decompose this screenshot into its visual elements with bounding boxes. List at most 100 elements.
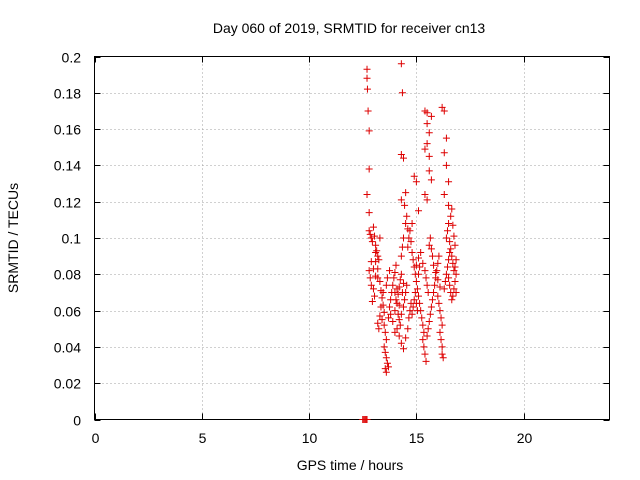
x-axis-label: GPS time / hours — [297, 457, 404, 473]
data-point — [425, 152, 433, 160]
data-point — [449, 259, 457, 267]
data-point — [391, 307, 399, 315]
data-point — [392, 261, 400, 269]
data-point — [416, 263, 424, 271]
data-point — [436, 328, 444, 336]
data-point — [412, 278, 420, 286]
data-point — [401, 201, 409, 209]
data-point — [380, 321, 388, 329]
data-point — [451, 263, 459, 271]
data-point — [420, 343, 428, 351]
data-point — [389, 317, 397, 325]
y-axis-label: SRMTID / TECUs — [5, 183, 21, 293]
data-point — [400, 234, 407, 242]
data-point — [398, 288, 406, 296]
data-point — [426, 310, 434, 318]
data-point — [368, 298, 376, 306]
data-point — [401, 296, 409, 304]
data-point — [397, 270, 405, 278]
data-point — [441, 278, 449, 286]
data-point — [402, 219, 410, 227]
data-point — [420, 328, 428, 336]
data-point — [365, 227, 373, 235]
data-point — [424, 325, 432, 333]
data-point — [365, 209, 373, 217]
data-point — [387, 310, 395, 318]
y-tick-label: 0.02 — [54, 376, 81, 392]
data-point — [423, 281, 431, 289]
data-point — [435, 252, 443, 260]
data-point — [367, 234, 375, 242]
data-point — [400, 279, 407, 287]
data-point — [449, 292, 457, 300]
x-tick-label: 0 — [92, 430, 100, 446]
data-point — [448, 252, 456, 260]
chart-title: Day 060 of 2019, SRMTID for receiver cn1… — [213, 20, 486, 36]
data-point — [365, 165, 373, 173]
y-tick-label: 0.18 — [54, 86, 81, 102]
data-point — [402, 334, 410, 342]
data-point — [396, 321, 404, 329]
data-point — [417, 249, 425, 257]
data-point — [446, 238, 454, 246]
x-tick-label: 5 — [199, 430, 207, 446]
data-point — [411, 288, 419, 296]
data-point — [446, 281, 454, 289]
data-point — [374, 252, 382, 260]
data-point — [391, 288, 399, 296]
data-point — [442, 234, 450, 242]
data-point — [405, 314, 413, 322]
data-point — [419, 259, 427, 267]
data-point — [451, 278, 459, 286]
data-point — [442, 134, 450, 142]
data-point — [404, 225, 412, 233]
data-point — [376, 278, 384, 286]
data-point — [368, 238, 376, 246]
data-point — [440, 190, 448, 198]
data-point — [394, 290, 402, 298]
data-point — [363, 74, 371, 82]
data-point — [381, 348, 389, 356]
data-point — [408, 310, 416, 318]
data-point — [393, 325, 401, 333]
data-point — [430, 288, 438, 296]
data-point — [433, 267, 441, 275]
data-point — [376, 234, 384, 242]
data-point — [445, 178, 453, 186]
data-point — [395, 301, 403, 309]
data-point — [366, 230, 374, 238]
data-point — [452, 270, 460, 278]
data-point — [378, 294, 386, 302]
data-point — [382, 368, 390, 376]
axis-ticks — [94, 56, 610, 421]
data-point — [442, 161, 450, 169]
data-point — [443, 263, 451, 271]
data-point — [390, 274, 398, 282]
data-point — [372, 241, 380, 249]
data-point — [440, 149, 448, 157]
data-point — [438, 321, 446, 329]
data-point — [398, 243, 406, 251]
data-point — [377, 303, 385, 311]
data-point — [408, 219, 416, 227]
data-point — [412, 299, 420, 307]
data-point — [425, 317, 433, 325]
data-point — [421, 145, 429, 153]
data-point — [375, 256, 383, 264]
x-tick-labels: 0 5 10 15 20 — [92, 430, 533, 446]
y-tick-label: 0 — [73, 413, 81, 429]
data-point — [382, 281, 390, 289]
data-point — [425, 129, 433, 137]
data-point — [450, 267, 458, 275]
data-point — [413, 307, 421, 315]
data-point — [434, 259, 442, 267]
data-point — [369, 285, 377, 293]
data-point — [410, 296, 418, 304]
data-point — [375, 325, 383, 333]
plot-frame — [94, 56, 610, 420]
data-point — [427, 303, 435, 311]
data-point — [381, 328, 389, 336]
data-point — [384, 314, 392, 322]
x-tick-label: 15 — [409, 430, 425, 446]
